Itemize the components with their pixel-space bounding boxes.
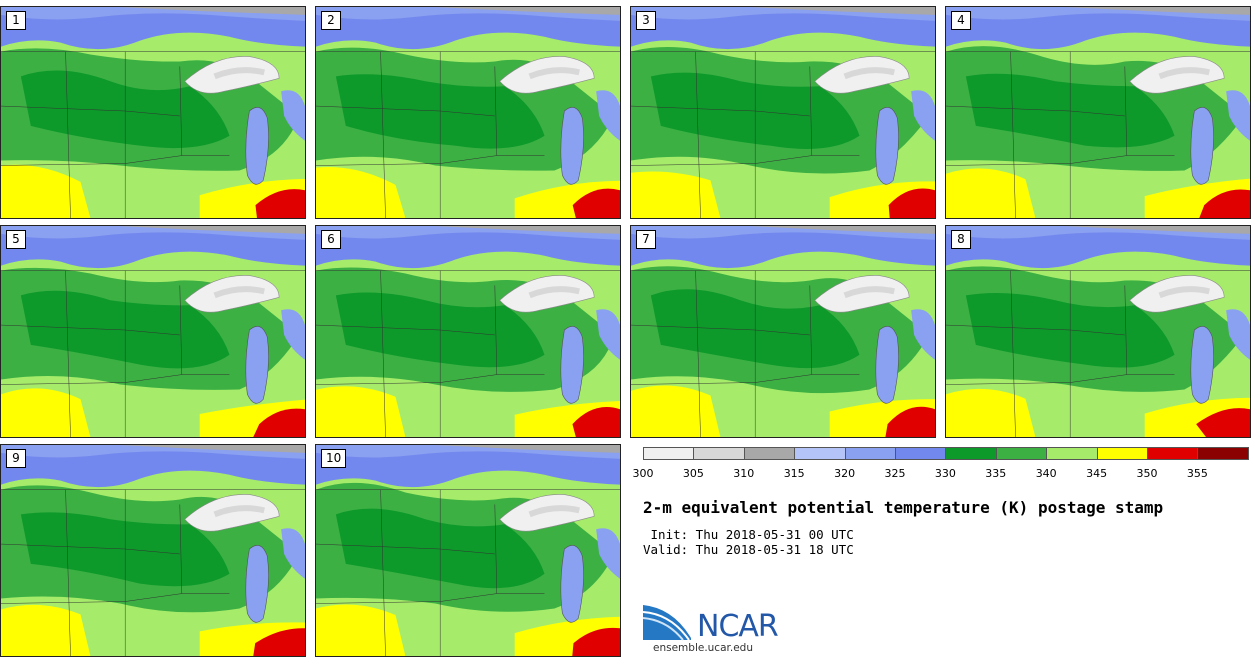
ensemble-member-map: 3 bbox=[630, 6, 936, 219]
colorbar-tick-label: 300 bbox=[632, 467, 654, 480]
colorbar-segment bbox=[1046, 447, 1098, 460]
colorbar-segment bbox=[693, 447, 745, 460]
ensemble-member-map: 4 bbox=[945, 6, 1251, 219]
colorbar-tick-label: 345 bbox=[1086, 467, 1108, 480]
colorbar-segment bbox=[1147, 447, 1199, 460]
colorbar-segment bbox=[844, 447, 896, 460]
member-number-label: 8 bbox=[951, 230, 971, 249]
colorbar-tick-label: 320 bbox=[834, 467, 856, 480]
member-number-label: 2 bbox=[321, 11, 341, 30]
colorbar-segment bbox=[794, 447, 846, 460]
colorbar-tick-label: 305 bbox=[682, 467, 704, 480]
colorbar-segment bbox=[945, 447, 997, 460]
member-number-label: 1 bbox=[6, 11, 26, 30]
colorbar-segment bbox=[643, 447, 695, 460]
colorbar-segment bbox=[1096, 447, 1148, 460]
colorbar-tick-label: 325 bbox=[884, 467, 906, 480]
colorbar-tick-label: 310 bbox=[733, 467, 755, 480]
ensemble-member-map: 7 bbox=[630, 225, 936, 438]
colorbar-tick-label: 340 bbox=[1035, 467, 1057, 480]
colorbar-tick-label: 335 bbox=[985, 467, 1007, 480]
ncar-logo-url: ensemble.ucar.edu bbox=[653, 642, 753, 654]
valid-time: Valid: Thu 2018-05-31 18 UTC bbox=[643, 542, 854, 557]
ensemble-member-map: 9 bbox=[0, 444, 306, 657]
colorbar-segment bbox=[743, 447, 796, 460]
ncar-logo-icon bbox=[643, 605, 691, 641]
ensemble-member-map: 6 bbox=[315, 225, 621, 438]
colorbar-segment bbox=[1197, 447, 1249, 460]
figure-title: 2-m equivalent potential temperature (K)… bbox=[643, 498, 1164, 517]
colorbar-tick-label: 355 bbox=[1186, 467, 1208, 480]
member-number-label: 7 bbox=[636, 230, 656, 249]
colorbar-tick-label: 330 bbox=[934, 467, 956, 480]
member-number-label: 4 bbox=[951, 11, 971, 30]
member-number-label: 3 bbox=[636, 11, 656, 30]
colorbar-tick-label: 350 bbox=[1136, 467, 1158, 480]
ensemble-member-map: 5 bbox=[0, 225, 306, 438]
ncar-logo-text: NCAR bbox=[697, 609, 779, 644]
member-number-label: 5 bbox=[6, 230, 26, 249]
colorbar-segment bbox=[895, 447, 947, 460]
ensemble-member-map: 2 bbox=[315, 6, 621, 219]
ensemble-member-map: 8 bbox=[945, 225, 1251, 438]
member-number-label: 6 bbox=[321, 230, 341, 249]
ensemble-member-map: 10 bbox=[315, 444, 621, 657]
member-number-label: 10 bbox=[321, 449, 347, 468]
ensemble-member-map: 1 bbox=[0, 6, 306, 219]
colorbar-tick-label: 315 bbox=[783, 467, 805, 480]
member-number-label: 9 bbox=[6, 449, 26, 468]
init-time: Init: Thu 2018-05-31 00 UTC bbox=[643, 527, 854, 542]
colorbar-segment bbox=[995, 447, 1048, 460]
